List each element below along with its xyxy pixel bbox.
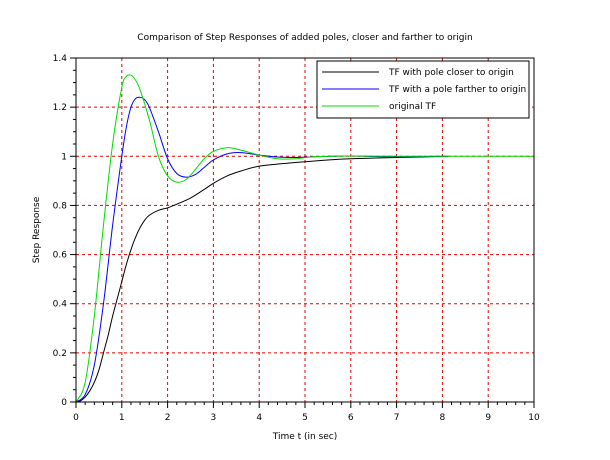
x-tick-label-3: 3 [211, 413, 217, 423]
series-line-0 [75, 155, 449, 403]
y-tick-label-5: 1 [61, 152, 67, 162]
x-axis-label: Time t (in sec) [272, 432, 338, 442]
y-tick-label-4: 0.8 [53, 201, 68, 211]
legend-label-2: original TF [389, 102, 436, 112]
y-tick-label-6: 1.2 [53, 103, 67, 113]
axes-layer: 0 1 2 3 4 5 6 7 8 9 10 0 0.2 0.4 0.6 0.8 1 1.2 1.4 [53, 54, 540, 423]
chart-title: Comparison of Step Responses of added po… [137, 33, 473, 43]
series-layer [75, 74, 534, 403]
y-tick-label-3: 0.6 [53, 251, 68, 261]
x-tick-label-9: 9 [485, 413, 491, 423]
y-tick-label-2: 0.4 [53, 300, 68, 310]
x-tick-label-7: 7 [394, 413, 400, 423]
legend: TF with pole closer to origin TF with a p… [316, 60, 530, 119]
y-tick-label-0: 0 [61, 398, 67, 408]
y-axis-label: Step Response [32, 196, 42, 264]
x-tick-label-8: 8 [440, 413, 446, 423]
x-tick-label-6: 6 [348, 413, 354, 423]
x-tick-label-0: 0 [73, 413, 79, 423]
x-tick-label-1: 1 [119, 413, 125, 423]
legend-label-1: TF with a pole farther to origin [388, 85, 526, 95]
y-tick-label-1: 0.2 [53, 349, 67, 359]
series-line-2 [75, 74, 534, 403]
y-tick-label-7: 1.4 [53, 54, 68, 64]
x-tick-label-10: 10 [528, 413, 540, 423]
series-line-1 [75, 96, 449, 403]
x-tick-label-5: 5 [302, 413, 308, 423]
x-tick-label-4: 4 [256, 413, 262, 423]
legend-label-0: TF with pole closer to origin [388, 68, 514, 78]
x-tick-label-2: 2 [165, 413, 171, 423]
